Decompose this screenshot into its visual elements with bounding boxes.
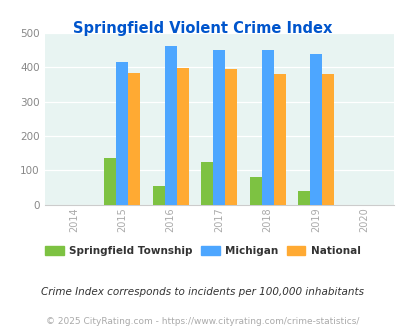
Bar (322, 74, 334, 205)
Text: Crime Index corresponds to incidents per 100,000 inhabitants: Crime Index corresponds to incidents per… (41, 287, 364, 297)
Bar (128, 73, 140, 205)
Bar (249, 177, 261, 205)
Text: © 2025 CityRating.com - https://www.cityrating.com/crime-statistics/: © 2025 CityRating.com - https://www.city… (46, 317, 359, 326)
Bar (309, 54, 322, 205)
Bar (176, 68, 188, 205)
Bar (200, 162, 213, 205)
Bar (164, 46, 176, 205)
Bar (297, 191, 309, 205)
Bar (104, 158, 116, 205)
Bar (261, 50, 273, 205)
Text: Springfield Violent Crime Index: Springfield Violent Crime Index (73, 21, 332, 36)
Bar (116, 62, 128, 205)
Bar (225, 69, 237, 205)
Legend: Springfield Township, Michigan, National: Springfield Township, Michigan, National (41, 242, 364, 260)
Bar (273, 74, 285, 205)
Bar (213, 50, 225, 205)
Bar (152, 186, 164, 205)
